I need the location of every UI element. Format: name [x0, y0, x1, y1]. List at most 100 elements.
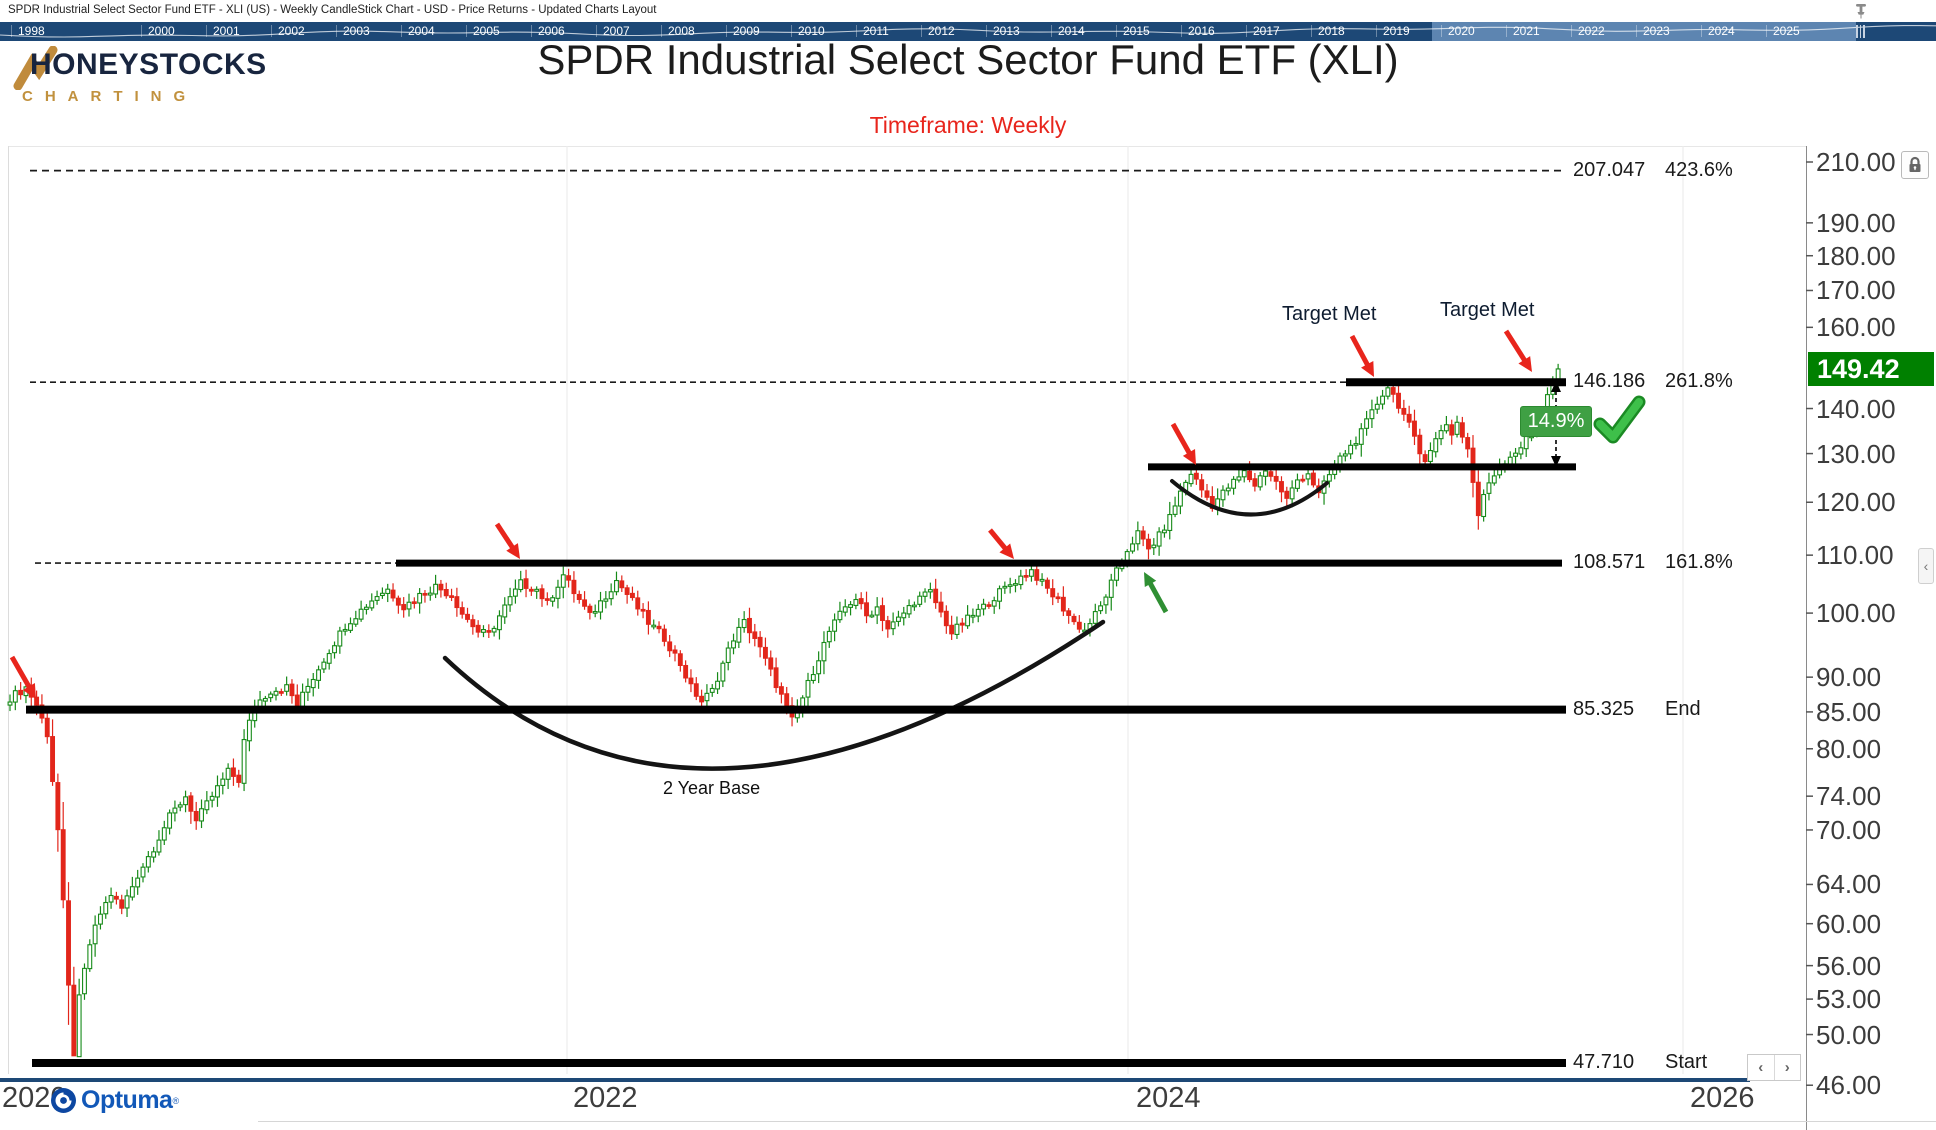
timeline-year-label: 2024	[1701, 24, 1735, 38]
candle-body	[885, 620, 891, 630]
small-base-arc	[1170, 479, 1329, 517]
candle-body	[1507, 456, 1513, 465]
candle-body	[348, 623, 353, 631]
timeline-year-label: 2016	[1181, 24, 1215, 38]
candle-body	[326, 652, 332, 664]
candle-body	[1098, 605, 1104, 612]
scroll-right-button[interactable]: ›	[1773, 1055, 1801, 1080]
candle-body	[661, 628, 667, 642]
red-arrow-85-line-shaft	[9, 655, 34, 692]
candle-body	[1491, 475, 1497, 484]
candle-body	[60, 829, 66, 901]
timeline-navigator[interactable]: 1998 2000 2001 2002 2003 2004 2005 2006 2007 2008…	[0, 22, 1936, 41]
candle-body	[204, 800, 210, 811]
checkmark-icon	[1593, 395, 1646, 444]
pin-icon[interactable]	[1852, 2, 1870, 20]
candle-body	[353, 618, 359, 625]
y-axis-tick-label: 100.00	[1816, 598, 1896, 629]
timeline-year-label: 2005	[466, 24, 500, 38]
candle-body	[1481, 493, 1487, 518]
candle-body	[731, 640, 736, 649]
candle-body	[826, 630, 832, 643]
candle-body	[1135, 530, 1141, 545]
bottom-divider	[0, 1078, 1750, 1082]
candle-body	[199, 808, 204, 822]
target-met-label-1: Target Met	[1282, 303, 1377, 325]
y-axis-tick-label: 50.00	[1816, 1019, 1882, 1050]
candle-body	[305, 685, 311, 693]
candle-body	[864, 602, 869, 617]
candle-body	[901, 612, 907, 619]
candle-body	[608, 591, 614, 600]
candle-body	[534, 588, 540, 592]
scroll-left-button[interactable]: ‹	[1758, 1059, 1764, 1076]
red-arrow-108-line-2021-shaft	[494, 522, 517, 553]
candle-body	[842, 606, 848, 613]
candle-body	[592, 610, 598, 614]
candle-body	[1438, 430, 1444, 440]
y-axis-tick-label: 190.00	[1816, 207, 1896, 238]
candle-body	[406, 601, 412, 610]
candle-body	[1358, 428, 1364, 445]
candle-body	[71, 984, 77, 1057]
candle-body	[555, 586, 561, 599]
candle-body	[103, 901, 109, 915]
axis-lock-button[interactable]	[1901, 151, 1929, 179]
brand-name: HONEYSTOCKS	[30, 48, 267, 81]
window-title: SPDR Industrial Select Sector Fund ETF -…	[8, 4, 657, 16]
red-arrow-127-line-shaft	[1170, 422, 1194, 458]
timeline-year-label: 2003	[336, 24, 370, 38]
timeline-drag-handle[interactable]	[1856, 25, 1866, 38]
candle-body	[1060, 596, 1066, 612]
footer-border	[258, 1121, 1936, 1122]
candle-body	[1151, 544, 1157, 549]
fib-level-value: 108.571	[1573, 551, 1646, 574]
timeline-year-label: 1998	[11, 24, 45, 38]
candle-body	[933, 588, 939, 604]
candle-body	[183, 796, 189, 806]
timeline-year-label: 2001	[206, 24, 240, 38]
candle-body	[1300, 478, 1306, 482]
candle-body	[1449, 424, 1455, 436]
candle-body	[1374, 403, 1380, 410]
candle-body	[358, 608, 364, 620]
timeline-selected-range[interactable]	[1432, 22, 1856, 41]
candle-body	[640, 608, 646, 612]
candle-body	[810, 674, 816, 681]
candle-body	[225, 767, 231, 780]
candle-body	[422, 592, 428, 596]
candle-body	[539, 588, 545, 600]
candle-body	[848, 604, 854, 608]
y-axis-tick-label: 210.00	[1816, 147, 1896, 177]
candle-body	[87, 944, 93, 970]
red-arrow-127-line-head	[1182, 449, 1196, 465]
candle-body	[683, 664, 689, 679]
candle-body	[709, 687, 715, 693]
candle-body	[656, 625, 662, 630]
candle-body	[1044, 579, 1050, 589]
timeline-year-label: 2021	[1506, 24, 1540, 38]
candle-body	[752, 631, 758, 639]
candle-body	[975, 608, 981, 617]
candle-body	[44, 717, 50, 738]
y-axis-tick-label: 56.00	[1816, 950, 1882, 981]
candle-body	[1279, 481, 1284, 493]
red-arrow-108-line-2021-head	[506, 543, 520, 559]
candle-body	[1172, 505, 1178, 515]
candle-body	[417, 592, 423, 604]
candle-body	[124, 895, 130, 909]
measure-arrow-head-down	[1551, 456, 1561, 467]
plot-left-border	[8, 146, 9, 1074]
candle-body	[874, 606, 880, 616]
y-axis-tick-label: 70.00	[1816, 814, 1882, 845]
candle-body	[92, 924, 98, 945]
axis-collapse-arrow[interactable]: ‹	[1918, 548, 1934, 584]
timeline-year-label: 2007	[596, 24, 630, 38]
candle-body	[1103, 596, 1109, 606]
candle-body	[816, 660, 822, 675]
candle-body	[1364, 418, 1370, 429]
y-axis-line[interactable]	[1806, 146, 1807, 1130]
candle-body	[236, 774, 242, 783]
candle-body	[757, 636, 763, 648]
